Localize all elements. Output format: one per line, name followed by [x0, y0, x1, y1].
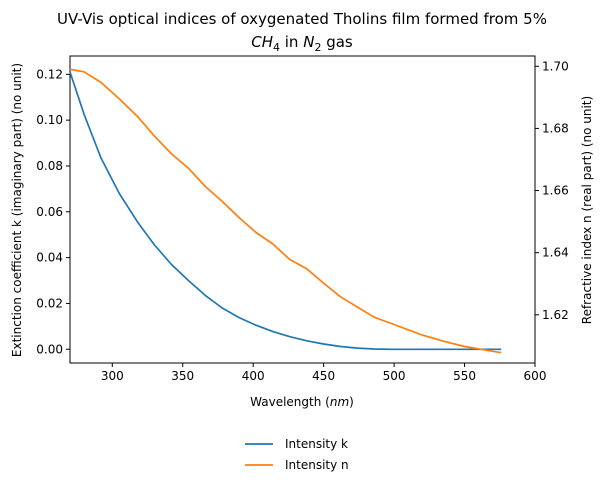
- y-right-tick-label: 1.70: [542, 59, 569, 73]
- y-left-tick-label: 0.08: [36, 159, 63, 173]
- y-left-tick-label: 0.12: [36, 67, 63, 81]
- y-left-tick-label: 0.02: [36, 296, 63, 310]
- plot-frame: [69, 55, 536, 364]
- legend-label: Intensity n: [285, 458, 349, 472]
- x-tick-label: 400: [242, 369, 265, 383]
- plot-area: [69, 55, 536, 364]
- legend-label: Intensity k: [285, 437, 348, 451]
- x-tick-label: 350: [171, 369, 194, 383]
- y-left-tick-label: 0.00: [36, 342, 63, 356]
- y-left-axis-label: Extinction coefficient k (imaginary part…: [10, 63, 24, 357]
- legend: Intensity k Intensity n: [245, 437, 349, 472]
- chart-title-line2: CH4 in N2 gas: [251, 33, 353, 54]
- series-layer: [69, 68, 502, 354]
- y-left-tick-label: 0.10: [36, 113, 63, 127]
- y-left-axis-ticks: 0.00 0.02 0.04 0.06 0.08 0.10 0.12: [36, 67, 70, 356]
- y-right-axis-ticks: 1.62 1.64 1.66 1.68 1.70: [535, 59, 569, 322]
- x-tick-label: 500: [383, 369, 406, 383]
- y-left-tick-label: 0.04: [36, 251, 63, 265]
- y-right-tick-label: 1.62: [542, 308, 569, 322]
- x-tick-label: 450: [312, 369, 335, 383]
- y-right-axis-label: Refractive index n (real part) (no unit): [580, 96, 594, 324]
- x-axis-ticks: 300 350 400 450 500 550 600: [101, 363, 547, 383]
- series-line-intensity-k: [69, 71, 502, 351]
- x-tick-label: 300: [101, 369, 124, 383]
- y-right-tick-label: 1.66: [542, 184, 569, 198]
- x-tick-label: 550: [453, 369, 476, 383]
- x-tick-label: 600: [524, 369, 547, 383]
- chart-title-line1: UV-Vis optical indices of oxygenated Tho…: [57, 10, 547, 28]
- x-axis-label: Wavelength (nm): [250, 395, 354, 409]
- chart-title: UV-Vis optical indices of oxygenated Tho…: [57, 10, 547, 54]
- y-right-tick-label: 1.68: [542, 121, 569, 135]
- y-left-tick-label: 0.06: [36, 205, 63, 219]
- series-line-intensity-n: [69, 68, 502, 354]
- y-right-tick-label: 1.64: [542, 246, 569, 260]
